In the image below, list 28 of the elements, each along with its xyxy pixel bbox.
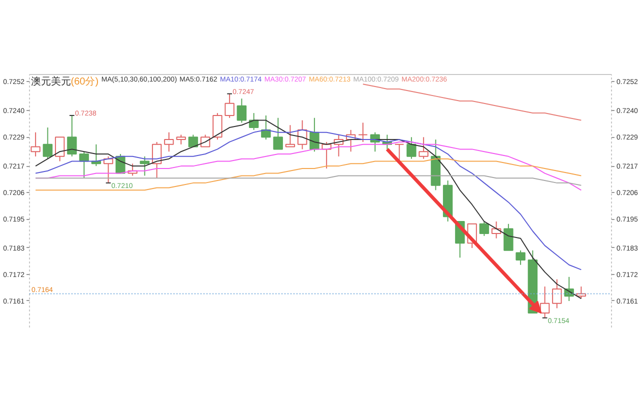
candlestick xyxy=(176,134,186,145)
candlestick xyxy=(164,132,174,152)
candlestick xyxy=(54,136,65,162)
candlestick xyxy=(491,220,502,239)
candlestick xyxy=(406,136,416,160)
candlestick xyxy=(212,112,222,140)
candlestick xyxy=(236,98,247,124)
candlestick xyxy=(358,122,368,142)
candlestick xyxy=(140,156,150,176)
candlestick xyxy=(224,93,234,118)
candlestick xyxy=(516,250,526,266)
candlestick xyxy=(285,124,296,148)
candlestick xyxy=(504,223,514,251)
candlestick xyxy=(188,134,198,148)
candlestick xyxy=(540,286,550,318)
candlestick xyxy=(479,220,490,236)
candlestick xyxy=(552,278,562,309)
chart-subtitle: (60分) xyxy=(70,76,99,88)
candlestick xyxy=(30,132,40,157)
candlestick xyxy=(394,144,404,162)
line-series xyxy=(35,129,582,270)
candlestick xyxy=(200,134,210,148)
candlestick xyxy=(273,117,283,150)
candlestick xyxy=(42,127,53,160)
line-series xyxy=(362,84,582,121)
line-series xyxy=(35,158,582,191)
chart-title: 澳元美元 xyxy=(30,76,71,88)
candlestick xyxy=(418,136,428,160)
